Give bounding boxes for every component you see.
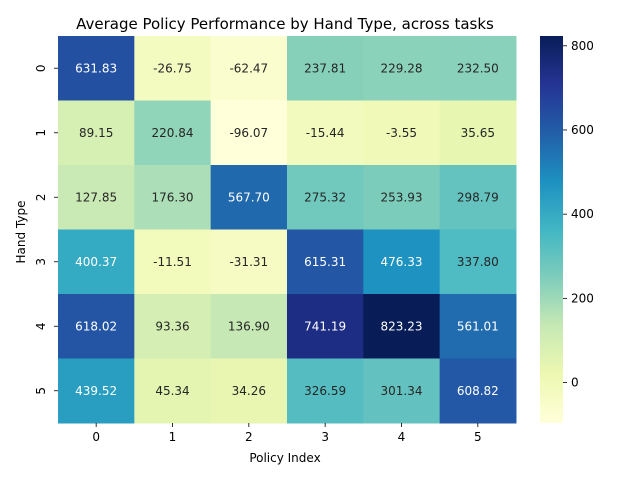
- heatmap-cell: [58, 36, 135, 101]
- cell-value-label: 615.31: [304, 255, 346, 269]
- x-tick-label: 4: [398, 430, 406, 444]
- colorbar-tick-label: 200: [571, 291, 594, 305]
- colorbar-tick-label: 0: [571, 376, 579, 390]
- cell-value-label: 176.30: [151, 190, 193, 204]
- x-axis: 0 1 2 3 4 5: [92, 423, 482, 444]
- heatmap-cell: [286, 36, 364, 101]
- heatmap-cell: [210, 229, 288, 295]
- y-tick-label: 4: [34, 322, 48, 330]
- heatmap-cell: [58, 358, 135, 424]
- heatmap-cell: [439, 165, 517, 230]
- cell-value-label: 400.37: [75, 255, 117, 269]
- cell-value-label: -15.44: [306, 126, 345, 140]
- cell-value-label: 127.85: [75, 190, 117, 204]
- cell-value-label: 35.65: [461, 126, 495, 140]
- y-tick-label: 2: [34, 193, 48, 201]
- colorbar-tick-label: 800: [571, 39, 594, 53]
- heatmap-cell-labels: 631.83 -26.75 -62.47 237.81 229.28 232.50 89.1…: [75, 61, 499, 398]
- cell-value-label: 608.82: [457, 384, 499, 398]
- cell-value-label: 631.83: [75, 61, 117, 75]
- cell-value-label: 326.59: [304, 384, 346, 398]
- heatmap-cell: [58, 100, 135, 166]
- heatmap-cell: [134, 36, 212, 101]
- heatmap-cell: [363, 229, 441, 295]
- colorbar-tick-label: 600: [571, 123, 594, 137]
- heatmap-cell: [210, 294, 288, 359]
- heatmap-cell: [134, 358, 212, 424]
- heatmap-cell: [363, 100, 441, 166]
- x-tick-label: 3: [321, 430, 329, 444]
- heatmap-cell: [210, 358, 288, 424]
- x-axis-label: Policy Index: [249, 451, 320, 465]
- y-tick-label: 3: [34, 258, 48, 266]
- cell-value-label: 298.79: [457, 190, 499, 204]
- heatmap-cell: [439, 294, 517, 359]
- y-axis-label: Hand Type: [14, 201, 28, 264]
- x-tick-label: 1: [169, 430, 177, 444]
- heatmap-cell: [134, 229, 212, 295]
- cell-value-label: 93.36: [155, 319, 189, 333]
- cell-value-label: -26.75: [153, 61, 192, 75]
- heatmap-cell: [286, 165, 364, 230]
- heatmap-cell: [286, 229, 364, 295]
- heatmap-cell: [286, 100, 364, 166]
- x-tick-label: 2: [245, 430, 253, 444]
- cell-value-label: 301.34: [380, 384, 422, 398]
- heatmap-cell: [363, 36, 441, 101]
- cell-value-label: 89.15: [79, 126, 113, 140]
- heatmap-cell: [439, 229, 517, 295]
- colorbar-ticks: 0 200 400 600 800: [563, 39, 594, 390]
- cell-value-label: 34.26: [232, 384, 266, 398]
- cell-value-label: 476.33: [380, 255, 422, 269]
- x-tick-label: 0: [92, 430, 100, 444]
- cell-value-label: -11.51: [153, 255, 192, 269]
- x-tick-label: 5: [474, 430, 482, 444]
- heatmap-cell: [210, 100, 288, 166]
- heatmap-cell: [58, 229, 135, 295]
- heatmap-cell: [363, 358, 441, 424]
- heatmap-cell: [363, 165, 441, 230]
- heatmap-cell: [439, 358, 517, 424]
- heatmap-cell: [363, 294, 441, 359]
- y-tick-label: 1: [34, 129, 48, 137]
- heatmap-cells: [58, 36, 517, 424]
- heatmap-cell: [210, 36, 288, 101]
- heatmap-cell: [58, 165, 135, 230]
- cell-value-label: 567.70: [228, 190, 270, 204]
- heatmap-cell: [439, 36, 517, 101]
- cell-value-label: -62.47: [229, 61, 268, 75]
- cell-value-label: 232.50: [457, 61, 499, 75]
- cell-value-label: -96.07: [229, 126, 268, 140]
- cell-value-label: 220.84: [151, 126, 193, 140]
- cell-value-label: 337.80: [457, 255, 499, 269]
- heatmap-cell: [286, 358, 364, 424]
- y-tick-label: 0: [34, 64, 48, 72]
- heatmap-cell: [210, 165, 288, 230]
- colorbar: [540, 36, 563, 423]
- heatmap-cell: [286, 294, 364, 359]
- heatmap-cell: [134, 294, 212, 359]
- heatmap-cell: [58, 294, 135, 359]
- cell-value-label: 275.32: [304, 190, 346, 204]
- cell-value-label: 439.52: [75, 384, 117, 398]
- heatmap-cell: [134, 165, 212, 230]
- y-tick-label: 5: [34, 387, 48, 395]
- cell-value-label: 136.90: [228, 319, 270, 333]
- heatmap-cell: [134, 100, 212, 166]
- cell-value-label: 229.28: [380, 61, 422, 75]
- cell-value-label: 237.81: [304, 61, 346, 75]
- cell-value-label: 823.23: [380, 319, 422, 333]
- cell-value-label: -31.31: [229, 255, 268, 269]
- cell-value-label: 561.01: [457, 319, 499, 333]
- cell-value-label: -3.55: [386, 126, 417, 140]
- cell-value-label: 45.34: [155, 384, 189, 398]
- y-axis: 0 1 2 3 4 5: [34, 64, 58, 395]
- cell-value-label: 741.19: [304, 319, 346, 333]
- chart-title: Average Policy Performance by Hand Type,…: [76, 15, 494, 33]
- cell-value-label: 253.93: [380, 190, 422, 204]
- colorbar-tick-label: 400: [571, 207, 594, 221]
- cell-value-label: 618.02: [75, 319, 117, 333]
- heatmap-cell: [439, 100, 517, 166]
